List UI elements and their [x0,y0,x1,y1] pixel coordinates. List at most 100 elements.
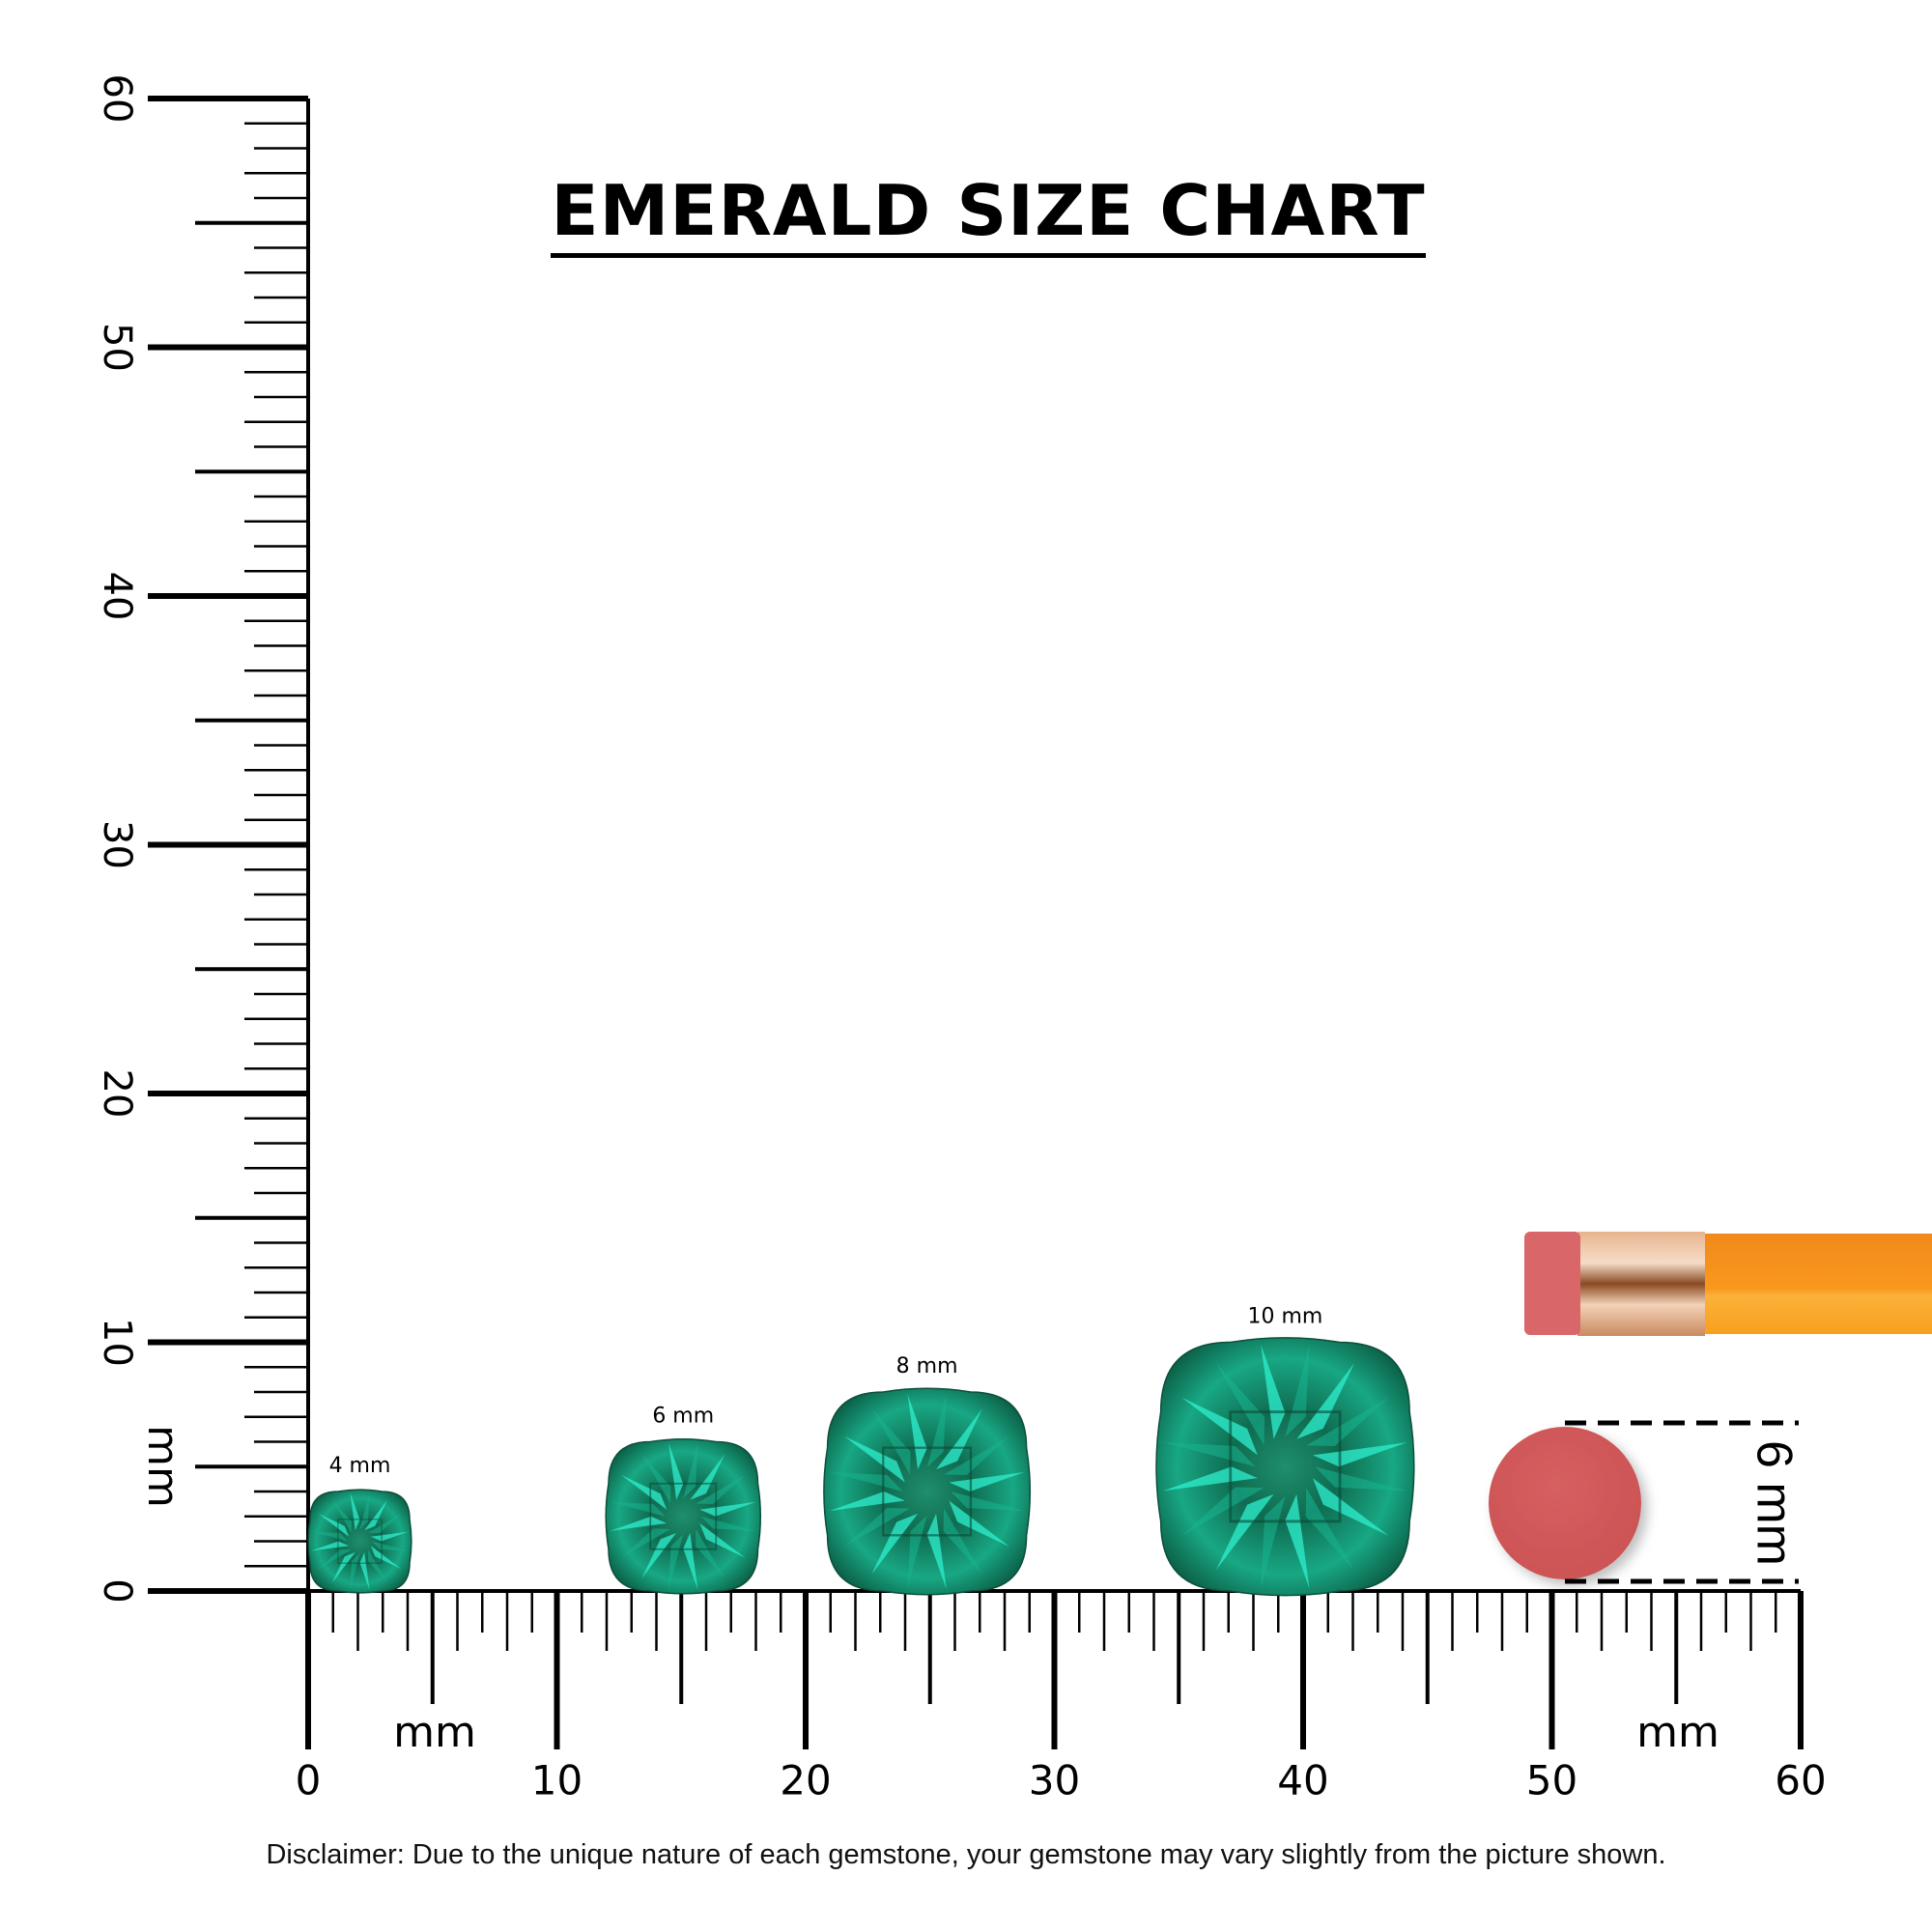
gem-facet [350,1552,360,1591]
gem-facet [610,1501,666,1517]
gem-facet [318,1549,352,1570]
eraser-circle [1489,1427,1641,1579]
x-tick-label: 10 [531,1757,582,1804]
gem-facet [871,1408,911,1475]
x-tick-label: 60 [1775,1757,1826,1804]
x-tick-label: 30 [1029,1757,1080,1804]
gem-facet [683,1532,698,1590]
gem-facet [829,1492,905,1512]
gem-facet [1306,1397,1389,1446]
gem-facet [829,1471,903,1492]
x-axis-unit-right: mm [1636,1708,1719,1757]
gem-body [606,1438,761,1594]
gem-size-label: 6 mm [652,1405,714,1429]
gem-facet [843,1508,911,1548]
gem-facet [1215,1493,1274,1571]
gem-facet [949,1471,1025,1492]
gem-size-label: 10 mm [1247,1305,1322,1329]
gem-facet [907,1515,927,1590]
x-tick-label: 50 [1526,1757,1577,1804]
y-tick-label: 60 [95,74,139,124]
gem-facet [936,1408,982,1470]
gem-facet [926,1513,947,1590]
gem-facet [350,1492,360,1531]
gem-facet [1261,1496,1286,1589]
gem-facet [699,1501,757,1517]
gem-facet [1285,1344,1310,1437]
gem-table [1229,1410,1342,1523]
gem-body [823,1388,1031,1595]
gem-facet [1296,1363,1354,1439]
gem-table [337,1519,383,1564]
reference-eraser: 6 mm [1489,1420,1802,1584]
gem-facet [696,1474,746,1504]
gem-facet [951,1492,1025,1512]
gem-facet [310,1541,350,1551]
pencil-eraser [1524,1232,1580,1335]
gem-body [308,1490,412,1593]
gem-facet [1315,1466,1407,1492]
gem-facet [370,1531,410,1542]
gem-outline [307,1489,412,1594]
y-tick-label: 10 [95,1318,139,1367]
gem-facet [641,1532,677,1578]
gem-facet [690,1454,725,1500]
gem-table [882,1446,973,1537]
gem-facet [926,1393,947,1468]
x-tick-label: 20 [780,1757,831,1804]
pencil [1524,1232,1932,1336]
disclaimer: Disclaimer: Due to the unique nature of … [266,1839,1666,1870]
gem-facet [668,1442,684,1500]
gem-size-label: 8 mm [896,1354,958,1378]
gem-facet [621,1528,671,1558]
gem-facet [331,1499,352,1533]
gem-facet [1163,1442,1256,1467]
gem-facet [843,1435,905,1483]
gem-facet [641,1454,671,1504]
gem-facet [359,1551,370,1591]
gem-facet [949,1500,1010,1548]
gem-facet [696,1528,725,1578]
gem-facet [1215,1363,1265,1446]
gem-facet [700,1516,757,1531]
gem-facet [359,1492,370,1530]
pencil-ferrule [1577,1232,1705,1336]
gem-facet [943,1508,982,1575]
reference-size-label: 6 mm [1746,1440,1802,1566]
gemstone-10mm: 10 mm [1155,1305,1415,1597]
gem-facet [310,1531,349,1542]
gem-facet [331,1551,355,1583]
gem-outline [1155,1337,1415,1597]
pencil-body [1702,1234,1932,1334]
gem-table [649,1482,718,1550]
y-tick-label: 40 [95,572,139,621]
gem-facet [1181,1487,1264,1536]
y-tick-label: 0 [95,1578,139,1603]
gem-facet [944,1435,1010,1475]
y-tick-label: 20 [95,1069,139,1119]
gem-body [1156,1337,1414,1596]
chart-title: EMERALD SIZE CHART [0,170,1932,258]
gem-facet [907,1393,927,1470]
gem-facet [318,1513,350,1537]
gem-facet [1261,1344,1286,1439]
rulers: 0 10 20 30 40 50 60 mm 0 10 20 30 40 50 60 mm mm [95,74,1827,1804]
gem-facet [610,1516,668,1531]
gem-facet [368,1513,402,1533]
gem-facet [364,1499,388,1531]
gem-facet [871,1513,919,1575]
gem-facet [1305,1488,1354,1571]
gem-size-label: 4 mm [329,1454,391,1478]
gem-facet [621,1474,668,1510]
gem-facet [368,1549,388,1583]
gem-outline [605,1438,761,1595]
gem-facet [371,1541,410,1551]
gem-facet [1285,1493,1310,1589]
gem-facet [668,1534,684,1590]
y-tick-label: 50 [95,323,139,372]
gem-facet [699,1522,746,1558]
x-tick-label: 0 [296,1757,322,1804]
y-axis-unit: mm [138,1425,187,1508]
gem-facet [1312,1442,1407,1467]
gemstone-6mm: 6 mm [605,1405,761,1595]
